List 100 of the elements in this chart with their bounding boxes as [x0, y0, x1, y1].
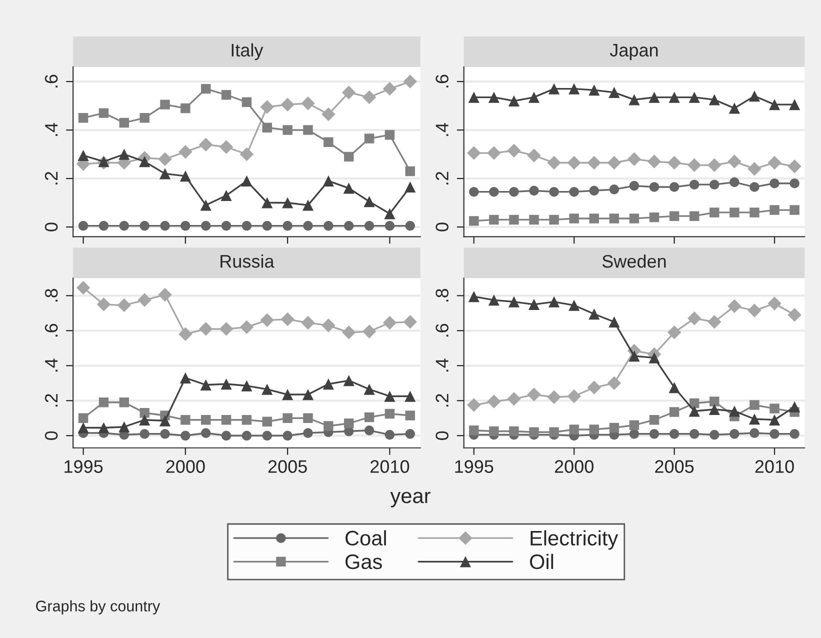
x-tick-label: 2010 [755, 460, 794, 473]
point [728, 299, 742, 314]
point [629, 420, 640, 430]
y-tick-label: .4 [45, 358, 58, 372]
point [669, 182, 680, 192]
point [384, 220, 395, 231]
y-tick-label: .8 [436, 288, 448, 302]
point [262, 416, 272, 426]
point [322, 107, 336, 122]
point [302, 388, 314, 400]
point [669, 407, 680, 417]
point [708, 315, 722, 329]
y-tick-label: .2 [44, 172, 58, 184]
point [178, 144, 192, 159]
point [628, 94, 640, 106]
point [242, 430, 252, 440]
point [469, 216, 479, 226]
y-tick-label: .6 [436, 324, 448, 337]
point [527, 388, 541, 402]
point [507, 392, 521, 406]
point [78, 150, 89, 162]
point [364, 220, 374, 231]
y-tick-label: .8 [44, 288, 58, 302]
point [790, 205, 800, 215]
point [647, 154, 662, 168]
point [139, 414, 150, 426]
point [384, 390, 396, 402]
point [508, 95, 520, 106]
point [469, 186, 479, 197]
point [730, 208, 740, 218]
point [200, 379, 212, 390]
point [140, 429, 150, 439]
point [242, 220, 252, 231]
point [140, 113, 150, 123]
point [78, 220, 88, 231]
point [342, 326, 356, 340]
point [748, 304, 762, 318]
point [548, 83, 560, 94]
point [282, 125, 292, 135]
point [748, 413, 760, 425]
point [262, 430, 272, 440]
x-tick-label: 2010 [370, 460, 410, 473]
point [78, 113, 88, 123]
point [260, 313, 274, 328]
x-tick-label: 2005 [655, 460, 694, 473]
x-tick-label: 1995 [455, 460, 494, 473]
point [96, 298, 111, 312]
point [668, 92, 680, 103]
point [140, 220, 150, 231]
chart-title: Russia [220, 254, 274, 268]
point [487, 394, 501, 408]
point [728, 102, 740, 114]
point [689, 211, 700, 221]
point [198, 322, 213, 336]
point [628, 350, 640, 362]
point [489, 426, 499, 436]
point [649, 212, 660, 222]
point [405, 220, 415, 231]
point [302, 200, 314, 211]
point [710, 208, 720, 218]
point [528, 298, 540, 310]
point [324, 421, 334, 431]
point [180, 220, 190, 231]
point [567, 156, 581, 170]
point [219, 140, 234, 154]
legend-label: Oil [530, 554, 554, 570]
point [221, 430, 232, 440]
point [200, 84, 211, 94]
point [529, 214, 539, 225]
point [509, 214, 519, 225]
point [160, 429, 170, 439]
point [98, 156, 110, 168]
y-tick-label: 0 [44, 222, 58, 232]
point [364, 134, 374, 144]
point [322, 318, 336, 332]
point [303, 220, 313, 231]
point [343, 374, 354, 386]
point [220, 190, 232, 202]
point [509, 186, 519, 197]
y-tick-label: .4 [436, 123, 448, 136]
point [242, 415, 252, 425]
y-tick-label: .2 [44, 394, 58, 407]
y-tick-label: .6 [436, 74, 448, 88]
point [262, 197, 273, 208]
point [180, 170, 191, 182]
point [547, 390, 561, 404]
point [629, 180, 640, 191]
point [301, 316, 315, 330]
y-tick-label: .4 [436, 358, 448, 372]
point [649, 415, 660, 425]
point [588, 308, 600, 320]
point [529, 186, 539, 196]
point [689, 429, 700, 439]
point [262, 220, 272, 231]
point [689, 180, 700, 190]
point [549, 214, 559, 225]
point [403, 74, 418, 88]
y-tick-label: .4 [45, 123, 58, 136]
point [788, 308, 802, 322]
point [507, 144, 521, 158]
